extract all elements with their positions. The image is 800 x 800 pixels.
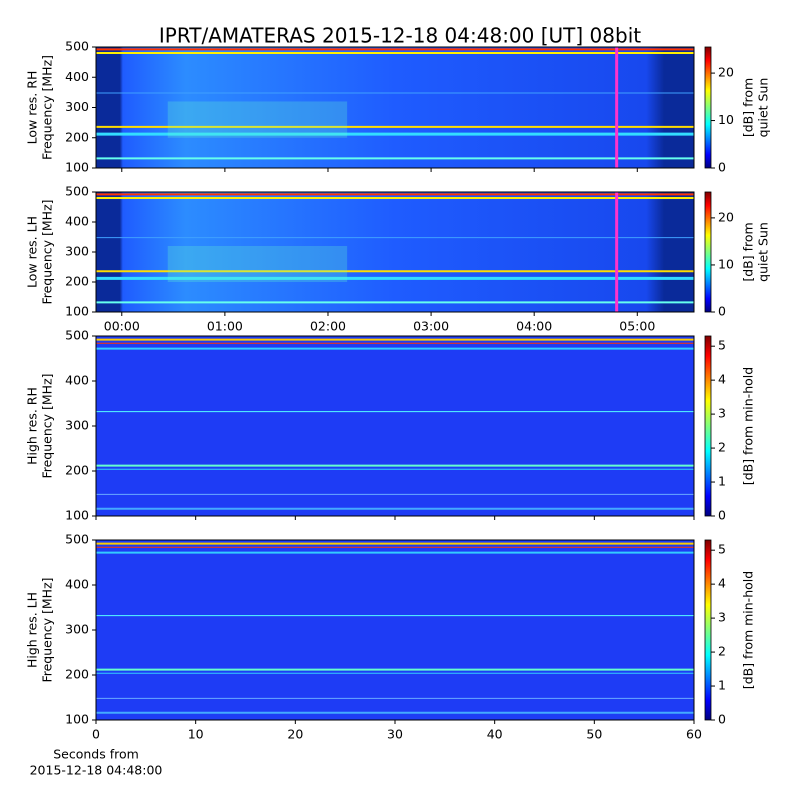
- y-axis-label: Frequency [MHz]: [40, 373, 55, 478]
- spectrogram-image: [96, 47, 694, 168]
- colorbar-tick-label: 0: [718, 508, 726, 523]
- colorbar-tick-label: 0: [718, 712, 726, 727]
- y-tick-label: 400: [65, 373, 89, 388]
- y-tick-label: 200: [65, 129, 89, 144]
- y-tick-label: 300: [65, 622, 89, 637]
- y-axis-label: Frequency [MHz]: [40, 199, 55, 304]
- y-tick-label: 400: [65, 69, 89, 84]
- y-axis-label: Frequency [MHz]: [40, 55, 55, 160]
- x-axis-label: Seconds from: [53, 747, 139, 762]
- colorbar-label: [dB] from min-hold: [741, 571, 756, 689]
- spectrogram-burst: [167, 101, 348, 138]
- y-axis-label: Frequency [MHz]: [40, 577, 55, 682]
- y-tick-label: 500: [65, 39, 89, 54]
- x-tick-label: 00:00: [104, 319, 140, 334]
- spectrogram-image: [96, 336, 694, 516]
- x-tick-label: 10: [188, 727, 204, 742]
- colorbar-tick-label: 20: [718, 209, 734, 224]
- figure-title: IPRT/AMATERAS 2015-12-18 04:48:00 [UT] 0…: [159, 24, 641, 48]
- x-axis-label: 2015-12-18 04:48:00: [30, 763, 163, 778]
- y-tick-label: 400: [65, 577, 89, 592]
- colorbar-label: [dB] from: [741, 222, 756, 281]
- colorbar-tick-label: 2: [718, 440, 726, 455]
- colorbar: [704, 335, 712, 517]
- colorbar-tick-label: 1: [718, 474, 726, 489]
- y-tick-label: 100: [65, 712, 89, 727]
- x-tick-label: 20: [287, 727, 303, 742]
- x-tick-label: 05:00: [619, 319, 655, 334]
- y-tick-label: 400: [65, 214, 89, 229]
- x-tick-label: 0: [92, 727, 100, 742]
- colorbar-tick-label: 10: [718, 112, 734, 127]
- colorbar-tick-label: 4: [718, 372, 726, 387]
- y-tick-label: 200: [65, 463, 89, 478]
- x-tick-label: 03:00: [413, 319, 449, 334]
- y-axis-label: High res. LH: [25, 592, 40, 668]
- colorbar-label: [dB] from min-hold: [741, 367, 756, 485]
- colorbar-tick-label: 3: [718, 406, 726, 421]
- y-tick-label: 100: [65, 304, 89, 319]
- spectrogram-image: [96, 192, 694, 312]
- y-tick-label: 100: [65, 508, 89, 523]
- y-tick-label: 300: [65, 99, 89, 114]
- spectrogram-image: [96, 540, 694, 720]
- y-axis-label: Low res. LH: [25, 216, 40, 288]
- colorbar-label: [dB] from: [741, 78, 756, 137]
- y-tick-label: 500: [65, 328, 89, 343]
- colorbar-tick-label: 10: [718, 256, 734, 271]
- colorbar-tick-label: 5: [718, 338, 726, 353]
- x-tick-label: 02:00: [310, 319, 346, 334]
- y-tick-label: 100: [65, 160, 89, 175]
- y-tick-label: 300: [65, 418, 89, 433]
- colorbar-tick-label: 20: [718, 65, 734, 80]
- colorbar-tick-label: 5: [718, 542, 726, 557]
- colorbar-tick-label: 1: [718, 678, 726, 693]
- colorbar: [704, 191, 712, 313]
- x-tick-label: 40: [487, 727, 503, 742]
- x-tick-label: 50: [586, 727, 602, 742]
- y-axis-label: High res. RH: [25, 387, 40, 465]
- colorbar-tick-label: 0: [718, 304, 726, 319]
- y-tick-label: 200: [65, 274, 89, 289]
- spectrogram-burst: [167, 246, 348, 282]
- y-tick-label: 500: [65, 184, 89, 199]
- x-tick-label: 04:00: [516, 319, 552, 334]
- y-tick-label: 500: [65, 532, 89, 547]
- y-tick-label: 200: [65, 667, 89, 682]
- colorbar-tick-label: 3: [718, 610, 726, 625]
- colorbar: [704, 539, 712, 721]
- colorbar: [704, 46, 712, 169]
- x-tick-label: 60: [686, 727, 702, 742]
- x-tick-label: 30: [387, 727, 403, 742]
- y-axis-label: Low res. RH: [25, 71, 40, 145]
- colorbar-label: quiet Sun: [756, 222, 771, 282]
- colorbar-tick-label: 2: [718, 644, 726, 659]
- colorbar-tick-label: 4: [718, 576, 726, 591]
- y-tick-label: 300: [65, 244, 89, 259]
- colorbar-label: quiet Sun: [756, 78, 771, 138]
- colorbar-tick-label: 0: [718, 160, 726, 175]
- x-tick-label: 01:00: [207, 319, 243, 334]
